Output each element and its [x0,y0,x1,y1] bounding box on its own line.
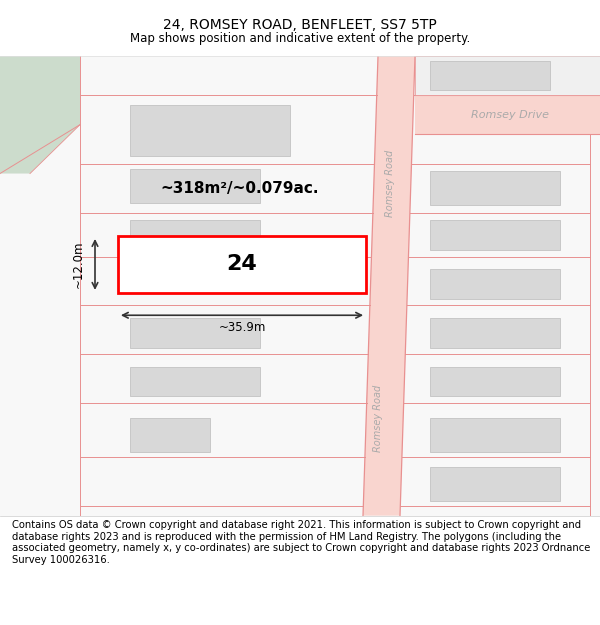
Bar [130,169,260,203]
Text: Romsey Drive: Romsey Drive [471,110,549,120]
Bar [415,96,600,134]
Polygon shape [363,56,415,516]
Text: Map shows position and indicative extent of the property.: Map shows position and indicative extent… [130,32,470,45]
Bar [430,418,560,452]
Text: Contains OS data © Crown copyright and database right 2021. This information is : Contains OS data © Crown copyright and d… [12,520,590,565]
Text: Romsey Road: Romsey Road [373,384,383,451]
Text: ~12.0m: ~12.0m [71,241,85,288]
Bar [118,236,366,292]
Text: ~318m²/~0.079ac.: ~318m²/~0.079ac. [161,181,319,196]
Text: 24: 24 [227,254,257,274]
Bar [130,318,260,348]
Bar [415,56,600,96]
Bar [430,61,550,91]
Bar [430,467,560,501]
Bar [130,367,260,396]
Bar [130,221,260,250]
Bar [130,418,210,452]
Bar [430,221,560,250]
Text: ~35.9m: ~35.9m [218,321,266,334]
Bar [430,269,560,299]
Text: Romsey Road: Romsey Road [385,149,395,217]
Bar [430,367,560,396]
Bar [430,318,560,348]
Text: 24, ROMSEY ROAD, BENFLEET, SS7 5TP: 24, ROMSEY ROAD, BENFLEET, SS7 5TP [163,18,437,32]
Polygon shape [0,56,80,174]
Bar [130,105,290,156]
Bar [430,171,560,205]
